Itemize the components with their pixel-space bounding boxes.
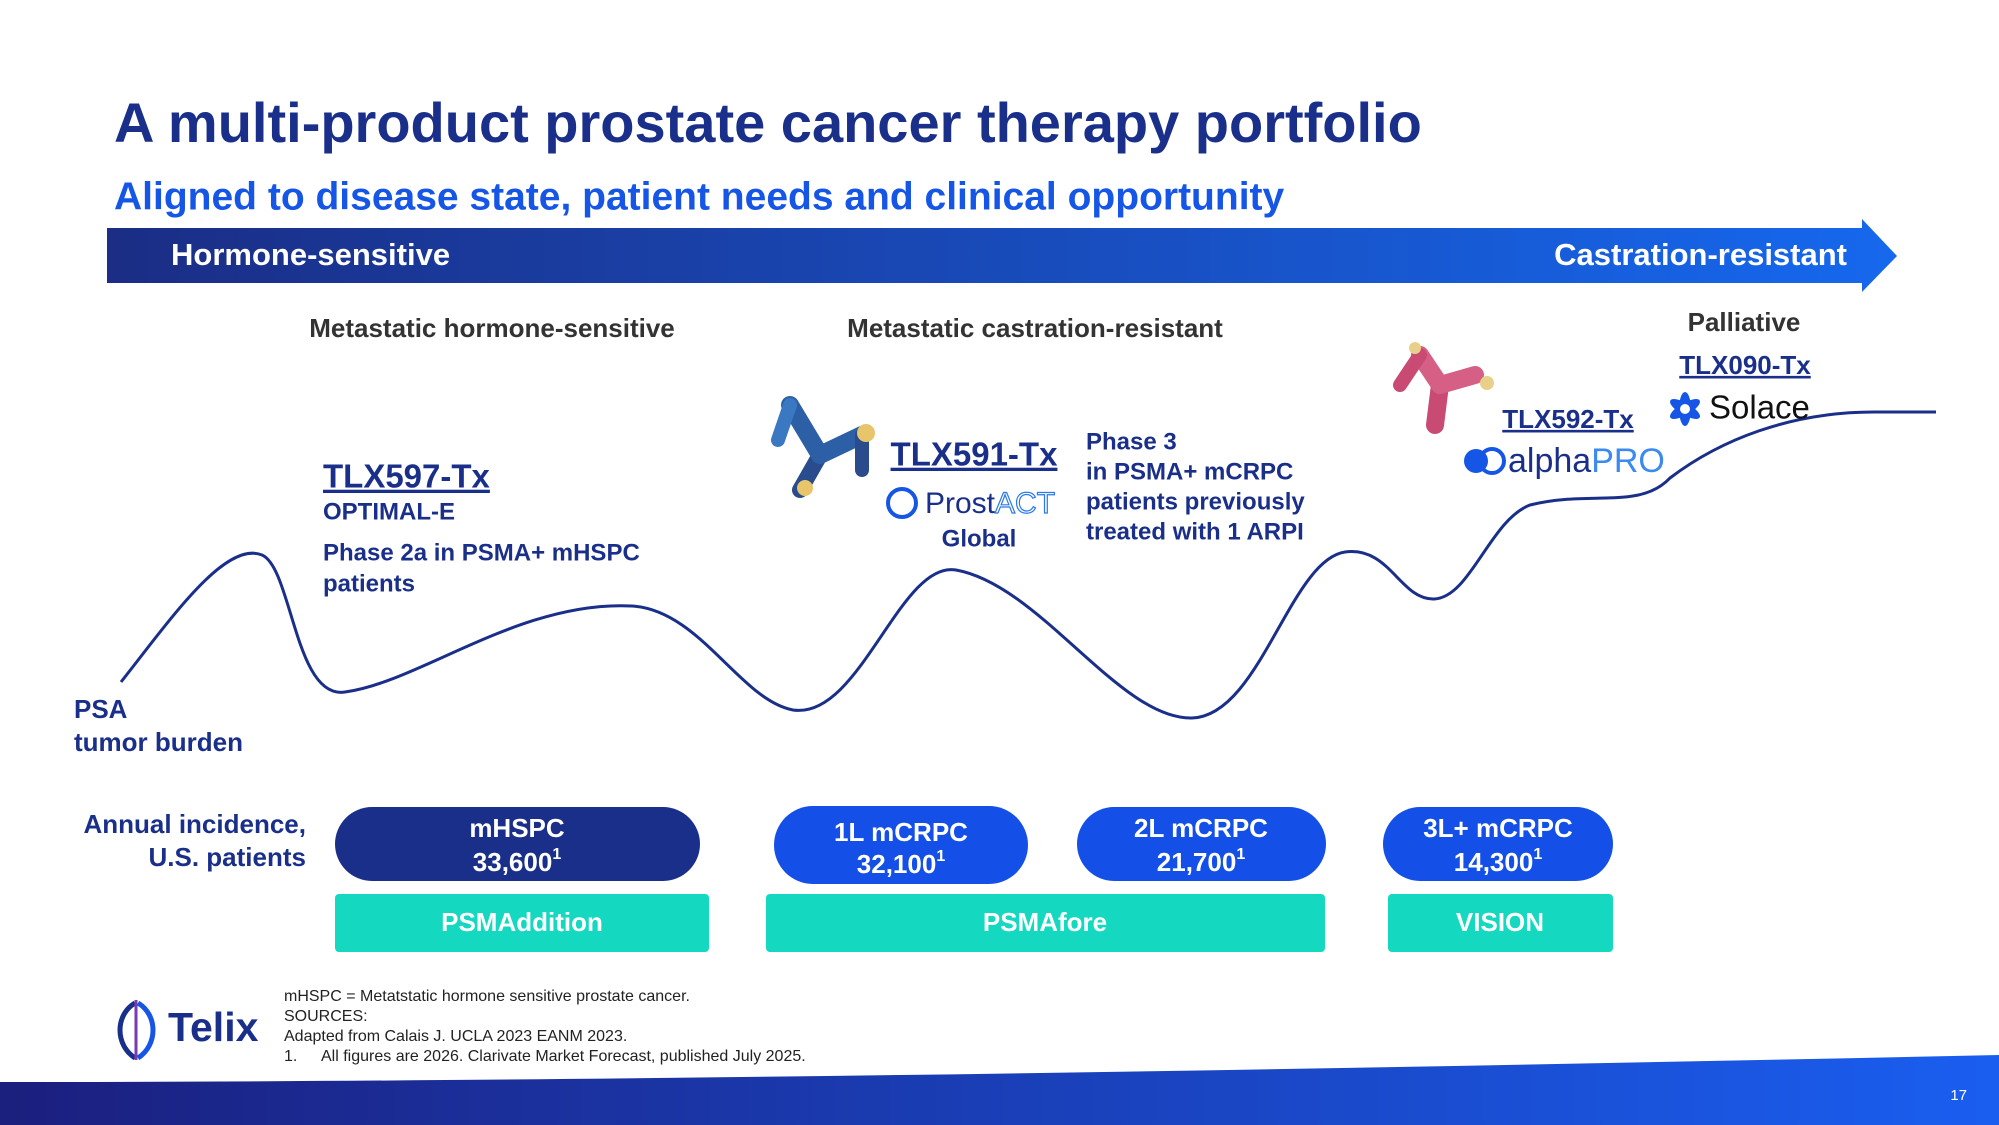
- footnote-ref: 1: [552, 846, 561, 863]
- product-detail: Phase 2a in PSMA+ mHSPC: [323, 539, 640, 566]
- arrow-left-label: Hormone-sensitive: [171, 237, 450, 272]
- telix-logo: Telix: [117, 1000, 259, 1061]
- disease-arrow: [107, 219, 1897, 292]
- footnote: Adapted from Calais J. UCLA 2023 EANM 20…: [284, 1028, 627, 1045]
- product-name: TLX592-Tx: [1502, 404, 1634, 434]
- trial-bar: [1388, 894, 1613, 952]
- curve-label: tumor burden: [74, 727, 243, 757]
- incidence-category: mHSPC: [469, 813, 565, 843]
- product-detail: Phase 3: [1086, 428, 1177, 455]
- footnote: mHSPC = Metatstatic hormone sensitive pr…: [284, 988, 690, 1005]
- product-scope: Global: [942, 525, 1017, 552]
- incidence-number: 14,300: [1454, 847, 1534, 877]
- trial-name: VISION: [1456, 907, 1544, 937]
- product-detail: patients previously: [1086, 488, 1305, 515]
- arrow-right-label: Castration-resistant: [1554, 237, 1847, 272]
- incidence-value: 14,3001: [1454, 846, 1543, 877]
- product-detail: treated with 1 ARPI: [1086, 518, 1304, 545]
- incidence-category: 1L mCRPC: [834, 817, 968, 847]
- solace-logo: Solace: [1669, 389, 1810, 426]
- trial-name: PSMAfore: [983, 907, 1107, 937]
- curve-label: PSA: [74, 694, 128, 724]
- page-number: 17: [1950, 1087, 1967, 1104]
- brand-text: alphaPRO: [1508, 442, 1665, 480]
- logo-text: Telix: [168, 1004, 259, 1050]
- incidence-category: 3L+ mCRPC: [1423, 813, 1573, 843]
- trial-name: OPTIMAL-E: [323, 498, 455, 525]
- antibody-image: [771, 396, 875, 498]
- product-detail: patients: [323, 570, 415, 597]
- product-name: TLX591-Tx: [891, 436, 1059, 473]
- stage-label: Metastatic hormone-sensitive: [309, 313, 675, 343]
- stage-label: Metastatic castration-resistant: [847, 313, 1223, 343]
- incidence-label: Annual incidence,: [84, 809, 307, 839]
- product-name: TLX597-Tx: [323, 458, 491, 495]
- incidence-pill: [335, 807, 700, 881]
- stage-label: Palliative: [1688, 307, 1801, 337]
- alphapro-logo: alphaPRO: [1464, 442, 1665, 480]
- brand-text: ProstACT: [925, 487, 1055, 520]
- brand-text: Solace: [1709, 389, 1810, 426]
- trial-bar: [766, 894, 1325, 952]
- incidence-number: 33,600: [473, 847, 553, 877]
- footnote: SOURCES:: [284, 1008, 368, 1025]
- incidence-pill: [774, 806, 1028, 884]
- footer-wave: [0, 1055, 1999, 1125]
- incidence-number: 32,100: [857, 849, 937, 879]
- incidence-label: U.S. patients: [149, 842, 306, 872]
- incidence-category: 2L mCRPC: [1134, 813, 1268, 843]
- footnote: All figures are 2026. Clarivate Market F…: [321, 1048, 806, 1065]
- brand-text: alpha: [1508, 442, 1591, 480]
- brand-text: ACT: [995, 487, 1055, 520]
- product-name: TLX090-Tx: [1679, 350, 1811, 380]
- brand-text: Prost: [925, 487, 996, 520]
- incidence-value: 33,6001: [473, 846, 562, 877]
- trial-name: PSMAddition: [441, 907, 603, 937]
- brand-text: PRO: [1591, 442, 1665, 480]
- incidence-pill: [1383, 807, 1613, 881]
- psa-curve: [119, 410, 1936, 720]
- prostact-logo: ProstACT: [886, 486, 1056, 521]
- incidence-number: 21,700: [1157, 847, 1237, 877]
- footnote-number: 1.: [284, 1048, 297, 1065]
- subtitle: Aligned to disease state, patient needs …: [114, 175, 1285, 218]
- incidence-value: 21,7001: [1157, 846, 1246, 877]
- incidence-value: 32,1001: [857, 848, 946, 879]
- title: A multi-product prostate cancer therapy …: [114, 91, 1422, 154]
- footnote-ref: 1: [1533, 846, 1542, 863]
- product-detail: in PSMA+ mCRPC: [1086, 458, 1293, 485]
- antibody-image: [1393, 342, 1494, 434]
- incidence-pill: [1077, 807, 1326, 881]
- footnote-ref: 1: [936, 848, 945, 865]
- trial-bar: [335, 894, 709, 952]
- footnote-ref: 1: [1236, 846, 1245, 863]
